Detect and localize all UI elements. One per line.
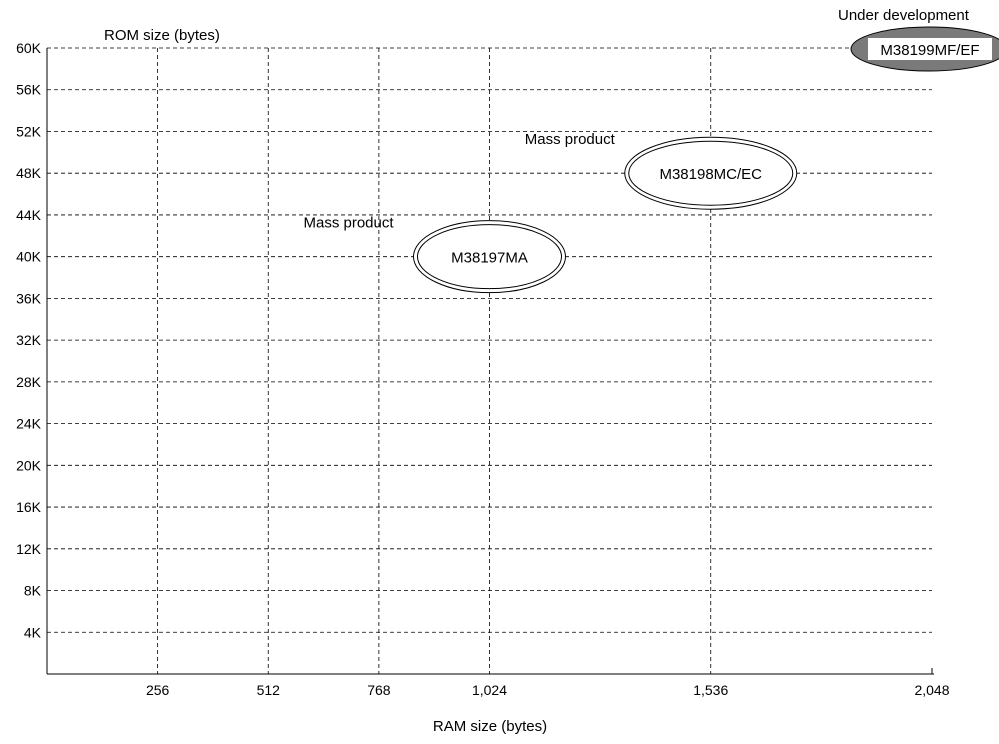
y-tick-label: 48K xyxy=(16,165,42,181)
product-marker: M38197MA Mass product xyxy=(304,215,566,293)
y-tick-label: 56K xyxy=(16,82,42,98)
x-tick-label: 512 xyxy=(257,682,281,698)
y-axis-title: ROM size (bytes) xyxy=(104,27,220,44)
product-name: M38198MC/EC xyxy=(659,166,762,183)
y-tick-label: 44K xyxy=(16,207,42,223)
grid xyxy=(47,48,932,674)
x-tick-label: 1,024 xyxy=(472,682,507,698)
y-tick-label: 24K xyxy=(16,416,42,432)
y-tick-label: 60K xyxy=(16,40,42,56)
axes xyxy=(47,48,934,674)
product-marker: M38198MC/EC Mass product xyxy=(525,131,797,209)
y-tick-label: 32K xyxy=(16,332,42,348)
y-tick-label: 36K xyxy=(16,290,42,306)
y-tick-label: 28K xyxy=(16,374,42,390)
x-tick-label: 256 xyxy=(146,682,170,698)
x-tick-labels: 256 512 768 1,024 1,536 2,048 xyxy=(146,682,950,698)
product-status: Mass product xyxy=(525,131,616,148)
y-tick-label: 52K xyxy=(16,123,42,139)
product-status: Under development xyxy=(838,7,970,24)
y-tick-labels: 4K 8K 12K 16K 20K 24K 28K 32K 36K 40K 44K 48K 52K 56K… xyxy=(16,40,42,640)
product-marker: M38199MF/EF Under development xyxy=(838,7,999,71)
y-tick-label: 4K xyxy=(24,624,42,640)
y-tick-label: 8K xyxy=(24,583,42,599)
product-name: M38199MF/EF xyxy=(880,42,979,59)
x-tick-label: 1,536 xyxy=(693,682,728,698)
y-tick-label: 40K xyxy=(16,249,42,265)
product-status: Mass product xyxy=(304,215,395,232)
y-tick-label: 12K xyxy=(16,541,42,557)
y-tick-label: 20K xyxy=(16,457,42,473)
y-tick-label: 16K xyxy=(16,499,42,515)
product-name: M38197MA xyxy=(451,250,528,267)
x-tick-label: 2,048 xyxy=(914,682,949,698)
x-tick-label: 768 xyxy=(367,682,391,698)
x-axis-title: RAM size (bytes) xyxy=(433,718,547,735)
product-markers: M38197MA Mass product M38198MC/EC Mass prod… xyxy=(304,7,999,293)
